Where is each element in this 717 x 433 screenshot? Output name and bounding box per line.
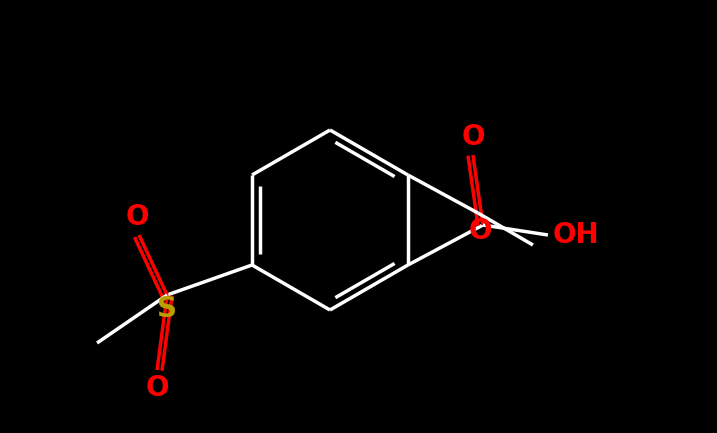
Text: O: O xyxy=(461,123,485,151)
Text: S: S xyxy=(157,295,177,323)
Text: O: O xyxy=(468,217,492,245)
Text: O: O xyxy=(125,203,149,231)
Text: O: O xyxy=(146,374,168,402)
Text: OH: OH xyxy=(553,221,599,249)
